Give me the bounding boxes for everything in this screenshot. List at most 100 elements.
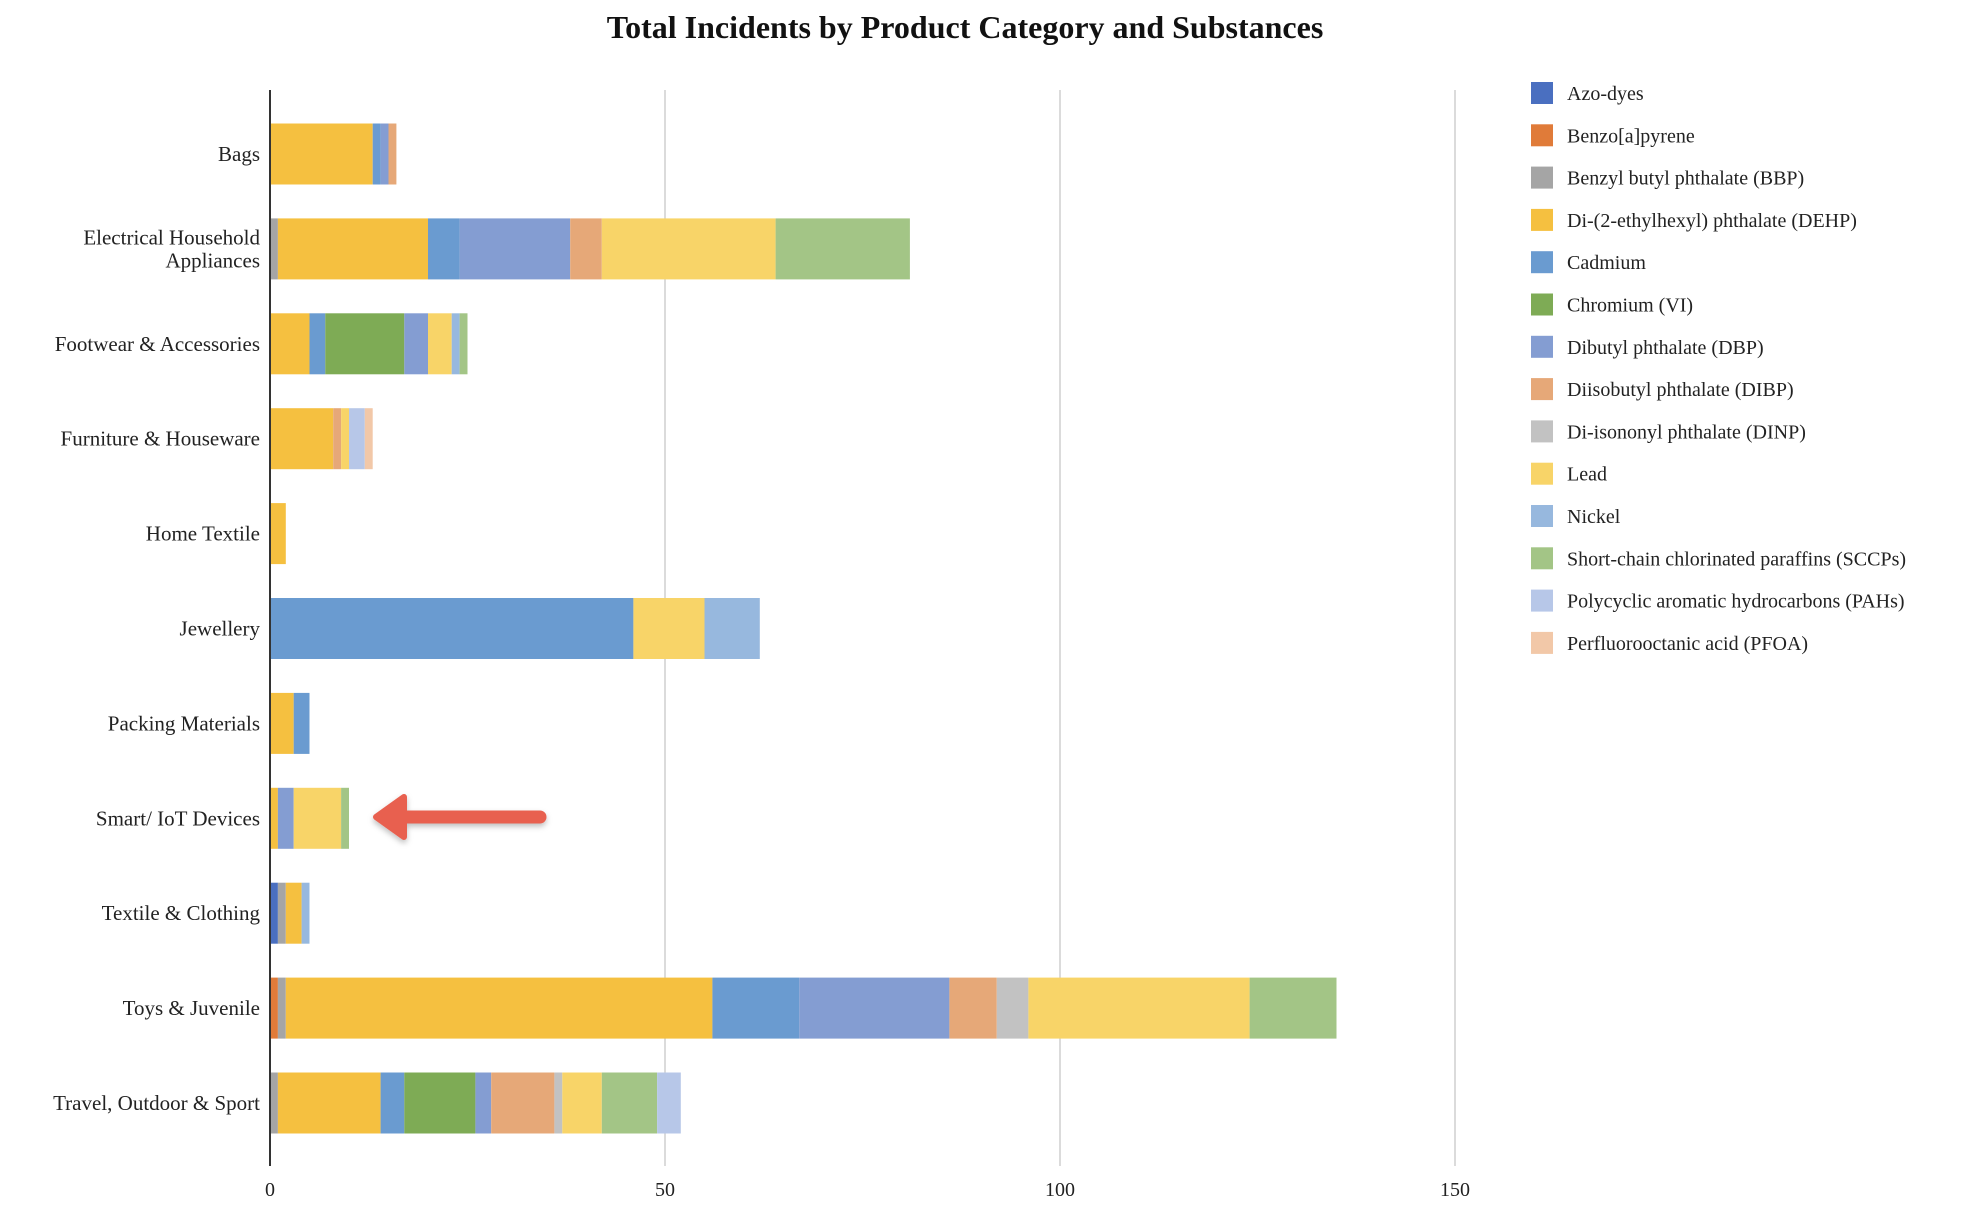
bar-segment <box>270 218 278 280</box>
x-tick-label: 50 <box>655 1179 675 1201</box>
bar-segment <box>601 218 776 280</box>
bar-segment <box>428 218 460 280</box>
legend-swatch <box>1531 378 1553 401</box>
bar-segment <box>270 1072 278 1134</box>
legend-swatch <box>1531 420 1553 443</box>
bar-segment <box>601 1072 658 1134</box>
bar-segment <box>657 1072 681 1134</box>
legend-label: Azo-dyes <box>1567 83 1644 105</box>
x-tick-label: 0 <box>265 1179 275 1201</box>
legend-swatch <box>1531 124 1553 147</box>
x-tick-label: 150 <box>1440 1179 1470 1201</box>
legend-swatch <box>1531 505 1553 527</box>
legend-label: Di-isononyl phthalate (DINP) <box>1567 421 1806 443</box>
legend-label: Cadmium <box>1567 252 1646 274</box>
category-label: Home Textile <box>146 522 260 546</box>
bar-segment <box>270 313 310 375</box>
legend-label: Polycyclic aromatic hydrocarbons (PAHs) <box>1567 591 1905 613</box>
legend-item: Polycyclic aromatic hydrocarbons (PAHs) <box>1531 589 1905 613</box>
category-label: Textile & Clothing <box>102 901 261 925</box>
x-tick-labels: 0 50 100 150 <box>265 1179 1470 1201</box>
legend-label: Di-(2-ethylhexyl) phthalate (DEHP) <box>1567 210 1857 232</box>
bar-segment <box>270 787 278 849</box>
legend-label: Diisobutyl phthalate (DIBP) <box>1567 379 1794 401</box>
bar-segment <box>712 977 800 1039</box>
bar-segment <box>270 123 373 185</box>
bar-segment <box>277 977 286 1039</box>
legend-item: Di-(2-ethylhexyl) phthalate (DEHP) <box>1531 208 1857 232</box>
category-label: Travel, Outdoor & Sport <box>53 1091 260 1115</box>
category-label: Smart/ IoT Devices <box>96 806 260 830</box>
bar-segment <box>293 787 342 849</box>
legend-swatch <box>1531 293 1553 316</box>
bar-segment <box>309 313 326 375</box>
legend-swatch <box>1531 335 1553 358</box>
legend-swatch <box>1531 462 1553 485</box>
legend-item: Diisobutyl phthalate (DIBP) <box>1531 378 1794 401</box>
legend-swatch <box>1531 166 1553 189</box>
category-label: Toys & Juvenile <box>123 996 260 1020</box>
legend-item: Short-chain chlorinated paraffins (SCCPs… <box>1531 547 1906 570</box>
bar-segment <box>270 977 278 1039</box>
bars <box>270 123 1337 1134</box>
bar-segment <box>325 313 405 375</box>
bar-segment <box>704 598 760 659</box>
legend-swatch <box>1531 208 1553 231</box>
bar-segment <box>996 977 1029 1039</box>
legend-item: Chromium (VI) <box>1531 293 1693 317</box>
bar-segment <box>277 218 428 280</box>
annotation-arrow <box>373 794 547 840</box>
bar-segment <box>277 1072 381 1134</box>
bar-segment <box>949 977 997 1039</box>
bar-segment <box>349 408 365 470</box>
category-label: Electrical Household Appliances <box>83 225 260 272</box>
category-label: Furniture & Houseware <box>61 427 260 451</box>
legend-item: Lead <box>1531 462 1607 486</box>
legend-swatch <box>1531 589 1553 612</box>
bar-segment <box>380 1072 405 1134</box>
bar-segment <box>293 692 310 754</box>
bar-segment <box>270 598 634 659</box>
legend: Azo-dyes Benzo[a]pyrene Benzyl butyl phtha… <box>1531 82 1906 655</box>
legend-swatch <box>1531 631 1553 654</box>
legend-item: Benzyl butyl phthalate (BBP) <box>1531 166 1804 190</box>
bar-segment <box>285 977 713 1039</box>
bar-segment <box>562 1072 602 1134</box>
bar-segment <box>459 218 571 280</box>
bar-segment <box>570 218 602 280</box>
legend-label: Lead <box>1567 464 1607 486</box>
legend-label: Perfluorooctanic acid (PFOA) <box>1567 633 1808 655</box>
legend-label: Benzyl butyl phthalate (BBP) <box>1567 168 1804 190</box>
category-label: Jewellery <box>180 617 261 641</box>
bar-segment <box>270 882 278 944</box>
legend-label: Chromium (VI) <box>1567 295 1693 317</box>
legend-item: Di-isononyl phthalate (DINP) <box>1531 420 1806 443</box>
bar-segment <box>388 123 397 185</box>
legend-swatch <box>1531 82 1553 104</box>
bar-segment <box>554 1072 563 1134</box>
legend-label: Short-chain chlorinated paraffins (SCCPs… <box>1567 548 1906 570</box>
bar-segment <box>404 313 428 375</box>
bar-segment <box>459 313 468 375</box>
bar-segment <box>341 787 349 849</box>
legend-swatch <box>1531 251 1553 274</box>
bar-segment <box>380 123 389 185</box>
bar-segment <box>270 692 294 754</box>
bar-segment <box>364 408 373 470</box>
legend-item: Cadmium <box>1531 251 1646 274</box>
legend-label: Benzo[a]pyrene <box>1567 125 1695 147</box>
bar-segment <box>775 218 910 280</box>
category-label: Packing Materials <box>108 711 260 735</box>
bar-segment <box>277 882 286 944</box>
bar-segment <box>1028 977 1250 1039</box>
legend-item: Perfluorooctanic acid (PFOA) <box>1531 631 1808 655</box>
legend-label: Nickel <box>1567 506 1621 528</box>
bar-segment <box>270 503 286 565</box>
legend-swatch <box>1531 547 1553 570</box>
chart-title: Total Incidents by Product Category and … <box>607 9 1324 45</box>
bar-segment <box>333 408 342 470</box>
category-label: Bags <box>218 142 260 166</box>
bar-segment <box>428 313 452 375</box>
category-labels: Bags Electrical Household Appliances Footwe… <box>53 142 260 1115</box>
